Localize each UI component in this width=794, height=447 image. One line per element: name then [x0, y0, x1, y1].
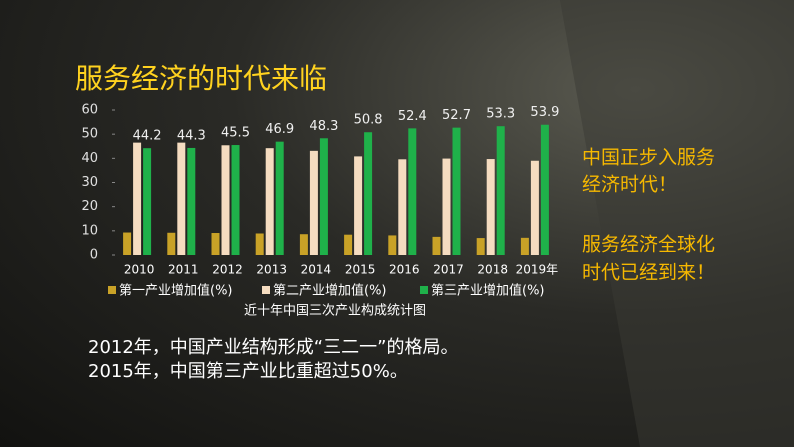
bar	[167, 232, 176, 255]
bar	[452, 127, 461, 255]
bar	[496, 126, 505, 255]
data-label: 52.7	[442, 108, 471, 123]
data-label: 45.5	[221, 126, 250, 141]
bar	[398, 159, 407, 255]
slide-title: 服务经济的时代来临	[75, 62, 327, 95]
x-tick-label: 2016	[389, 263, 420, 277]
bar	[388, 235, 397, 255]
body-text: 2012年，中国产业结构形成“三二一”的格局。	[88, 337, 458, 358]
y-tick-label: 30	[81, 175, 98, 190]
x-tick-label: 2019年	[516, 263, 559, 277]
y-tick-label: 60	[81, 103, 98, 118]
legend-swatch	[420, 286, 428, 294]
side-note: 服务经济全球化	[582, 234, 715, 256]
bar	[133, 142, 142, 255]
bar	[408, 128, 417, 255]
bar	[476, 238, 485, 255]
bar	[255, 233, 264, 255]
x-tick-label: 2013	[256, 263, 287, 277]
legend-label: 第一产业增加值(%)	[119, 283, 233, 299]
bar	[520, 237, 529, 255]
side-note: 中国正步入服务	[582, 147, 715, 169]
data-label: 52.4	[398, 109, 427, 124]
bar	[319, 138, 328, 255]
data-label: 53.9	[530, 105, 559, 120]
legend-label: 第三产业增加值(%)	[431, 283, 545, 299]
bar	[275, 141, 284, 255]
bar	[221, 145, 230, 255]
legend-swatch	[262, 286, 270, 294]
y-tick-label: 40	[81, 151, 98, 166]
data-label: 44.2	[133, 129, 162, 144]
bar	[123, 232, 132, 255]
legend-swatch	[108, 286, 116, 294]
body-text: 2015年，中国第三产业比重超过50%。	[88, 361, 408, 382]
y-tick-label: 0	[90, 248, 98, 263]
side-note: 经济时代！	[582, 174, 677, 196]
data-label: 48.3	[309, 119, 338, 134]
x-tick-label: 2010	[124, 263, 155, 277]
bar	[177, 142, 186, 255]
x-tick-label: 2018	[477, 263, 508, 277]
x-tick-label: 2015	[345, 263, 376, 277]
bar	[354, 156, 363, 255]
bar	[364, 132, 373, 255]
bar	[187, 147, 196, 255]
y-tick-label: 20	[81, 199, 98, 214]
x-tick-label: 2014	[301, 263, 332, 277]
side-note: 时代已经到来！	[582, 262, 715, 284]
bar	[211, 233, 220, 255]
bar	[344, 234, 353, 255]
bar	[143, 148, 152, 255]
background-building	[560, 0, 794, 447]
bar	[299, 234, 308, 255]
x-tick-label: 2011	[168, 263, 199, 277]
bar	[432, 236, 441, 255]
x-tick-label: 2012	[212, 263, 243, 277]
bar	[309, 150, 318, 255]
x-tick-label: 2017	[433, 263, 464, 277]
data-label: 44.3	[177, 128, 206, 143]
bar	[231, 145, 240, 255]
chart-caption: 近十年中国三次产业构成统计图	[244, 303, 426, 319]
bar	[486, 159, 495, 255]
y-tick-label: 10	[81, 223, 98, 238]
y-tick-label: 50	[81, 127, 98, 142]
data-label: 50.8	[354, 113, 383, 128]
data-label: 46.9	[265, 122, 294, 137]
bar	[540, 124, 549, 255]
legend-label: 第二产业增加值(%)	[273, 283, 387, 299]
bar	[530, 160, 539, 255]
bar	[442, 158, 451, 255]
data-label: 53.3	[486, 107, 515, 122]
bar	[265, 148, 274, 255]
